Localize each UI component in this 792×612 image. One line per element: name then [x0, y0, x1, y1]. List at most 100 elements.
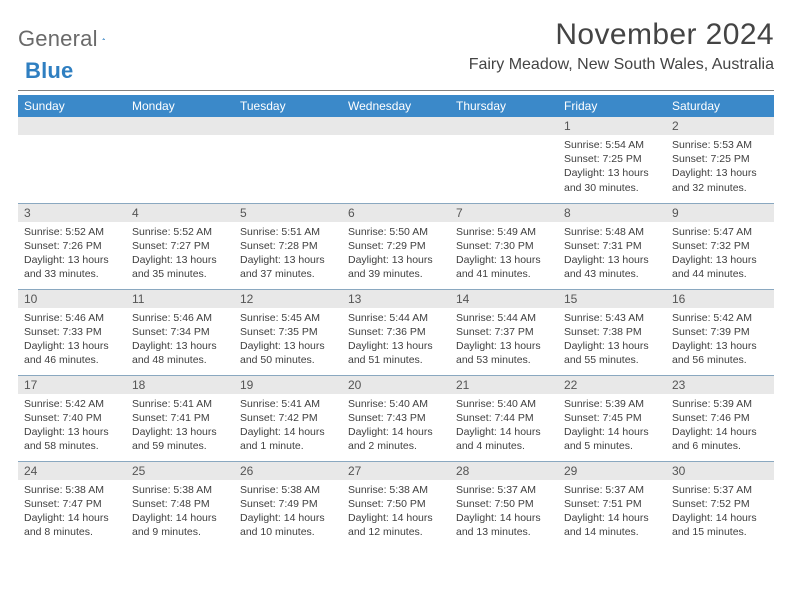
day-cell: 15Sunrise: 5:43 AMSunset: 7:38 PMDayligh…: [558, 289, 666, 375]
day-cell: [234, 117, 342, 203]
day-number: 19: [234, 376, 342, 394]
dow-header: Wednesday: [342, 95, 450, 117]
logo-text-general: General: [18, 26, 98, 52]
dow-header: Friday: [558, 95, 666, 117]
day-number: 10: [18, 290, 126, 308]
week-row: 10Sunrise: 5:46 AMSunset: 7:33 PMDayligh…: [18, 289, 774, 375]
day-content: Sunrise: 5:38 AMSunset: 7:47 PMDaylight:…: [18, 480, 126, 544]
day-content: Sunrise: 5:37 AMSunset: 7:52 PMDaylight:…: [666, 480, 774, 544]
day-of-week-row: SundayMondayTuesdayWednesdayThursdayFrid…: [18, 95, 774, 117]
day-cell: 1Sunrise: 5:54 AMSunset: 7:25 PMDaylight…: [558, 117, 666, 203]
day-cell: 17Sunrise: 5:42 AMSunset: 7:40 PMDayligh…: [18, 375, 126, 461]
day-number: 24: [18, 462, 126, 480]
divider: [18, 90, 774, 91]
day-number: 6: [342, 204, 450, 222]
day-content: Sunrise: 5:37 AMSunset: 7:50 PMDaylight:…: [450, 480, 558, 544]
week-row: 3Sunrise: 5:52 AMSunset: 7:26 PMDaylight…: [18, 203, 774, 289]
day-cell: 29Sunrise: 5:37 AMSunset: 7:51 PMDayligh…: [558, 461, 666, 547]
day-number: [450, 117, 558, 135]
day-content: Sunrise: 5:37 AMSunset: 7:51 PMDaylight:…: [558, 480, 666, 544]
day-content: Sunrise: 5:45 AMSunset: 7:35 PMDaylight:…: [234, 308, 342, 372]
day-number: 3: [18, 204, 126, 222]
day-number: 20: [342, 376, 450, 394]
day-number: 13: [342, 290, 450, 308]
day-number: 26: [234, 462, 342, 480]
day-content: Sunrise: 5:40 AMSunset: 7:43 PMDaylight:…: [342, 394, 450, 458]
day-number: 23: [666, 376, 774, 394]
day-number: 16: [666, 290, 774, 308]
week-row: 24Sunrise: 5:38 AMSunset: 7:47 PMDayligh…: [18, 461, 774, 547]
dow-header: Saturday: [666, 95, 774, 117]
day-cell: 11Sunrise: 5:46 AMSunset: 7:34 PMDayligh…: [126, 289, 234, 375]
day-number: 7: [450, 204, 558, 222]
dow-header: Thursday: [450, 95, 558, 117]
day-number: 9: [666, 204, 774, 222]
day-cell: 18Sunrise: 5:41 AMSunset: 7:41 PMDayligh…: [126, 375, 234, 461]
day-content: Sunrise: 5:42 AMSunset: 7:40 PMDaylight:…: [18, 394, 126, 458]
logo: General: [18, 18, 126, 52]
day-content: Sunrise: 5:43 AMSunset: 7:38 PMDaylight:…: [558, 308, 666, 372]
day-content: Sunrise: 5:39 AMSunset: 7:45 PMDaylight:…: [558, 394, 666, 458]
day-number: 21: [450, 376, 558, 394]
day-cell: 26Sunrise: 5:38 AMSunset: 7:49 PMDayligh…: [234, 461, 342, 547]
location-subtitle: Fairy Meadow, New South Wales, Australia: [469, 56, 774, 74]
day-cell: 2Sunrise: 5:53 AMSunset: 7:25 PMDaylight…: [666, 117, 774, 203]
day-content: Sunrise: 5:42 AMSunset: 7:39 PMDaylight:…: [666, 308, 774, 372]
day-number: 18: [126, 376, 234, 394]
day-content: Sunrise: 5:46 AMSunset: 7:34 PMDaylight:…: [126, 308, 234, 372]
day-cell: 21Sunrise: 5:40 AMSunset: 7:44 PMDayligh…: [450, 375, 558, 461]
day-number: 15: [558, 290, 666, 308]
day-number: [126, 117, 234, 135]
day-number: 14: [450, 290, 558, 308]
day-number: 28: [450, 462, 558, 480]
week-row: 17Sunrise: 5:42 AMSunset: 7:40 PMDayligh…: [18, 375, 774, 461]
day-content: Sunrise: 5:50 AMSunset: 7:29 PMDaylight:…: [342, 222, 450, 286]
day-cell: 4Sunrise: 5:52 AMSunset: 7:27 PMDaylight…: [126, 203, 234, 289]
day-content: Sunrise: 5:41 AMSunset: 7:41 PMDaylight:…: [126, 394, 234, 458]
day-number: [342, 117, 450, 135]
day-content: Sunrise: 5:38 AMSunset: 7:48 PMDaylight:…: [126, 480, 234, 544]
day-content: Sunrise: 5:51 AMSunset: 7:28 PMDaylight:…: [234, 222, 342, 286]
day-number: 22: [558, 376, 666, 394]
day-number: 4: [126, 204, 234, 222]
day-content: Sunrise: 5:52 AMSunset: 7:27 PMDaylight:…: [126, 222, 234, 286]
day-number: 17: [18, 376, 126, 394]
calendar-body: 1Sunrise: 5:54 AMSunset: 7:25 PMDaylight…: [18, 117, 774, 547]
day-content: Sunrise: 5:47 AMSunset: 7:32 PMDaylight:…: [666, 222, 774, 286]
day-cell: 14Sunrise: 5:44 AMSunset: 7:37 PMDayligh…: [450, 289, 558, 375]
day-number: 30: [666, 462, 774, 480]
day-number: 11: [126, 290, 234, 308]
day-content: Sunrise: 5:44 AMSunset: 7:37 PMDaylight:…: [450, 308, 558, 372]
day-number: 5: [234, 204, 342, 222]
day-content: Sunrise: 5:48 AMSunset: 7:31 PMDaylight:…: [558, 222, 666, 286]
day-content: Sunrise: 5:39 AMSunset: 7:46 PMDaylight:…: [666, 394, 774, 458]
day-cell: 16Sunrise: 5:42 AMSunset: 7:39 PMDayligh…: [666, 289, 774, 375]
day-content: Sunrise: 5:54 AMSunset: 7:25 PMDaylight:…: [558, 135, 666, 199]
day-cell: [18, 117, 126, 203]
day-number: 27: [342, 462, 450, 480]
calendar-table: SundayMondayTuesdayWednesdayThursdayFrid…: [18, 95, 774, 547]
day-cell: 8Sunrise: 5:48 AMSunset: 7:31 PMDaylight…: [558, 203, 666, 289]
day-number: 1: [558, 117, 666, 135]
dow-header: Sunday: [18, 95, 126, 117]
day-cell: 23Sunrise: 5:39 AMSunset: 7:46 PMDayligh…: [666, 375, 774, 461]
day-number: [18, 117, 126, 135]
day-number: 12: [234, 290, 342, 308]
day-cell: 9Sunrise: 5:47 AMSunset: 7:32 PMDaylight…: [666, 203, 774, 289]
day-cell: 22Sunrise: 5:39 AMSunset: 7:45 PMDayligh…: [558, 375, 666, 461]
day-number: 2: [666, 117, 774, 135]
day-content: Sunrise: 5:41 AMSunset: 7:42 PMDaylight:…: [234, 394, 342, 458]
day-cell: 13Sunrise: 5:44 AMSunset: 7:36 PMDayligh…: [342, 289, 450, 375]
day-cell: 12Sunrise: 5:45 AMSunset: 7:35 PMDayligh…: [234, 289, 342, 375]
dow-header: Monday: [126, 95, 234, 117]
month-title: November 2024: [469, 18, 774, 52]
day-cell: 6Sunrise: 5:50 AMSunset: 7:29 PMDaylight…: [342, 203, 450, 289]
day-content: Sunrise: 5:53 AMSunset: 7:25 PMDaylight:…: [666, 135, 774, 199]
day-cell: 5Sunrise: 5:51 AMSunset: 7:28 PMDaylight…: [234, 203, 342, 289]
day-cell: [342, 117, 450, 203]
day-number: 8: [558, 204, 666, 222]
day-cell: [450, 117, 558, 203]
day-cell: 3Sunrise: 5:52 AMSunset: 7:26 PMDaylight…: [18, 203, 126, 289]
day-content: Sunrise: 5:46 AMSunset: 7:33 PMDaylight:…: [18, 308, 126, 372]
title-block: November 2024 Fairy Meadow, New South Wa…: [469, 18, 774, 74]
